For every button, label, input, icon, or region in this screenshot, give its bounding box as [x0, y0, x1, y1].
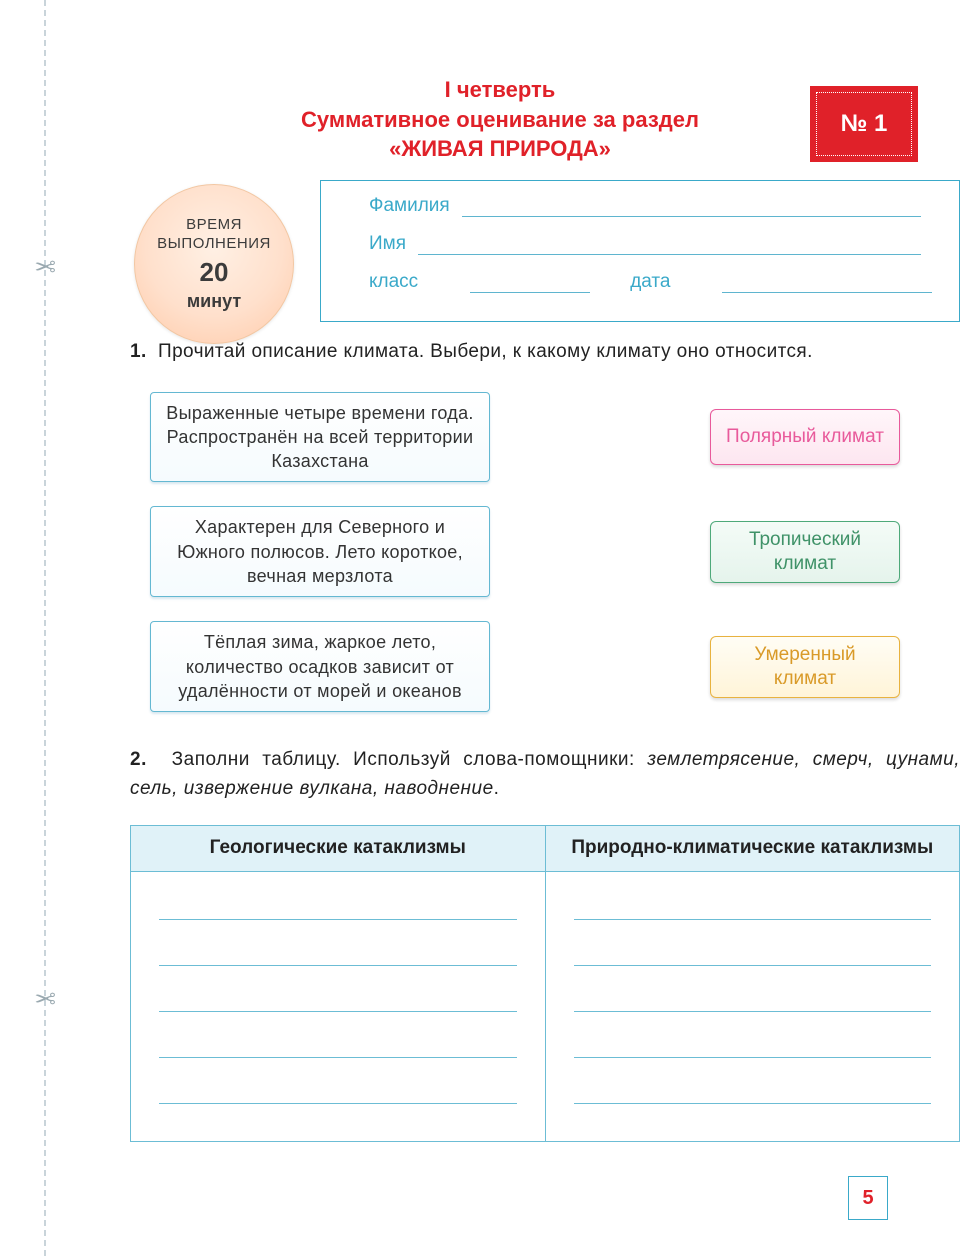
heading-line3: «ЖИВАЯ ПРИРОДА» — [180, 134, 820, 164]
worksheet-number: № 1 — [841, 110, 888, 138]
climate-answer-temperate[interactable]: Умеренный климат — [710, 636, 900, 698]
climate-description-3[interactable]: Тёплая зима, жаркое лето, количество оса… — [150, 621, 490, 712]
surname-label: Фамилия — [369, 195, 450, 217]
time-label-1: ВРЕМЯ — [186, 215, 242, 235]
worksheet-number-badge: № 1 — [816, 92, 912, 156]
question-1-prompt: Прочитай описание климата. Выбери, к как… — [158, 341, 813, 362]
time-limit-circle: ВРЕМЯ ВЫПОЛНЕНИЯ 20 минут — [134, 184, 294, 344]
write-line[interactable] — [574, 938, 932, 966]
name-row: Имя — [369, 233, 921, 255]
match-row-2: Характерен для Северного и Южного полюсо… — [130, 506, 960, 597]
climate-description-2[interactable]: Характерен для Северного и Южного полюсо… — [150, 506, 490, 597]
time-value: 20 — [200, 256, 229, 290]
heading-line1: I четверть — [180, 75, 820, 105]
question-1-text: 1. Прочитай описание климата. Выбери, к … — [130, 338, 960, 366]
cataclysm-table: Геологические катаклизмы Природно-климат… — [130, 825, 960, 1142]
question-2-number: 2. — [130, 749, 147, 770]
climate-answer-tropical[interactable]: Тропический климат — [710, 521, 900, 583]
write-line[interactable] — [574, 1076, 932, 1104]
match-row-1: Выраженные четыре времени года. Распрост… — [130, 392, 960, 483]
climate-answer-polar[interactable]: Полярный климат — [710, 409, 900, 465]
question-2-lead: Заполни таблицу. Используй слова-помощни… — [172, 749, 648, 770]
student-info-box: Фамилия Имя класс дата — [320, 180, 960, 322]
surname-input-line[interactable] — [462, 199, 921, 217]
name-label: Имя — [369, 233, 406, 255]
table-cell-geological[interactable] — [131, 871, 546, 1141]
write-line[interactable] — [159, 1076, 517, 1104]
write-line[interactable] — [574, 892, 932, 920]
write-line[interactable] — [159, 892, 517, 920]
content-area: 1. Прочитай описание климата. Выбери, к … — [130, 338, 960, 1142]
question-1-number: 1. — [130, 341, 147, 362]
write-line[interactable] — [574, 1030, 932, 1058]
table-header-climatic: Природно-климатические катаклизмы — [545, 826, 960, 872]
surname-row: Фамилия — [369, 195, 921, 217]
class-input-line[interactable] — [470, 275, 590, 293]
name-input-line[interactable] — [418, 237, 921, 255]
page-number-box: 5 — [848, 1176, 888, 1220]
class-label: класс — [369, 271, 418, 293]
match-row-3: Тёплая зима, жаркое лето, количество оса… — [130, 621, 960, 712]
write-line[interactable] — [159, 984, 517, 1012]
worksheet-page: I четверть Суммативное оценивание за раз… — [50, 0, 950, 1256]
question-2-text: 2. Заполни таблицу. Используй слова-помо… — [130, 746, 960, 803]
date-input-line[interactable] — [722, 275, 932, 293]
cut-line — [44, 0, 46, 1256]
write-line[interactable] — [159, 1030, 517, 1058]
page-number: 5 — [862, 1187, 873, 1210]
write-line[interactable] — [574, 984, 932, 1012]
class-date-row: класс дата — [369, 271, 921, 293]
heading: I четверть Суммативное оценивание за раз… — [90, 75, 910, 164]
table-cell-climatic[interactable] — [545, 871, 960, 1141]
write-line[interactable] — [159, 938, 517, 966]
table-header-geological: Геологические катаклизмы — [131, 826, 546, 872]
matching-area: Выраженные четыре времени года. Распрост… — [130, 392, 960, 713]
question-2-trail: . — [494, 778, 500, 799]
date-label: дата — [630, 271, 670, 293]
time-label-2: ВЫПОЛНЕНИЯ — [157, 234, 271, 254]
heading-line2: Суммативное оценивание за раздел — [180, 105, 820, 135]
time-unit: минут — [187, 290, 241, 313]
climate-description-1[interactable]: Выраженные четыре времени года. Распрост… — [150, 392, 490, 483]
